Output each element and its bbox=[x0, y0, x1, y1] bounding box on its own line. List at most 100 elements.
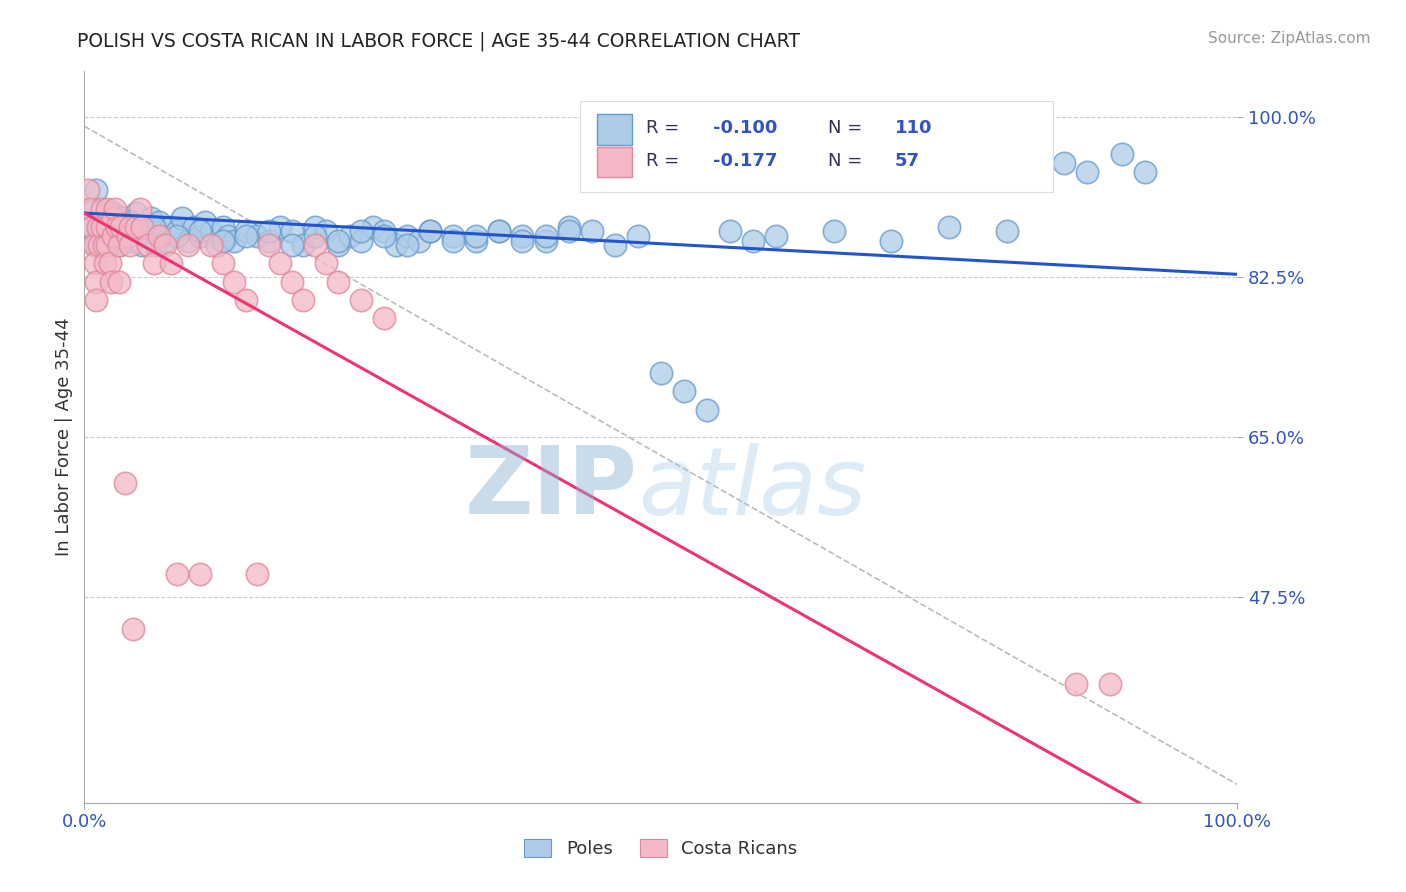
Point bbox=[93, 238, 115, 252]
Point bbox=[89, 238, 111, 252]
Point bbox=[120, 215, 142, 229]
Point bbox=[103, 206, 124, 220]
Point bbox=[235, 293, 257, 307]
Point bbox=[304, 238, 326, 252]
Bar bbox=[598, 146, 633, 178]
Point bbox=[84, 183, 107, 197]
Point bbox=[148, 228, 170, 243]
Point bbox=[373, 228, 395, 243]
FancyBboxPatch shape bbox=[581, 101, 1053, 192]
Point bbox=[211, 256, 233, 270]
Point bbox=[488, 224, 510, 238]
Point bbox=[142, 224, 165, 238]
Text: ZIP: ZIP bbox=[465, 442, 638, 534]
Point bbox=[326, 234, 349, 248]
Point bbox=[718, 224, 741, 238]
Point bbox=[627, 228, 650, 243]
Point bbox=[160, 219, 183, 234]
Text: atlas: atlas bbox=[638, 442, 866, 533]
Point bbox=[160, 256, 183, 270]
Point bbox=[200, 238, 222, 252]
Point bbox=[100, 275, 122, 289]
Point bbox=[581, 224, 603, 238]
Point bbox=[188, 224, 211, 238]
Point bbox=[408, 234, 430, 248]
Point bbox=[148, 215, 170, 229]
Point bbox=[326, 238, 349, 252]
Legend: Poles, Costa Ricans: Poles, Costa Ricans bbox=[515, 830, 807, 867]
Point bbox=[114, 475, 136, 490]
Point bbox=[172, 211, 194, 225]
Point bbox=[90, 211, 112, 225]
Point bbox=[1064, 677, 1087, 691]
Point bbox=[121, 622, 143, 636]
Point bbox=[1031, 146, 1053, 161]
Point bbox=[87, 219, 110, 234]
Point bbox=[117, 228, 139, 243]
Point bbox=[103, 228, 124, 243]
Point bbox=[114, 228, 136, 243]
Point bbox=[108, 238, 131, 252]
Point bbox=[441, 228, 464, 243]
Point bbox=[82, 219, 104, 234]
Point bbox=[823, 224, 845, 238]
Point bbox=[105, 219, 128, 234]
Point bbox=[765, 228, 787, 243]
Point bbox=[281, 275, 304, 289]
Point bbox=[373, 224, 395, 238]
Point bbox=[1076, 165, 1098, 179]
Point bbox=[603, 238, 626, 252]
Point bbox=[419, 224, 441, 238]
Point bbox=[373, 311, 395, 326]
Point bbox=[177, 234, 200, 248]
Point bbox=[145, 238, 167, 252]
Point bbox=[441, 234, 464, 248]
Point bbox=[557, 219, 579, 234]
Point bbox=[257, 238, 280, 252]
Point bbox=[110, 219, 132, 234]
Point bbox=[218, 228, 240, 243]
Point bbox=[136, 228, 159, 243]
Point bbox=[938, 219, 960, 234]
Point bbox=[120, 238, 142, 252]
Point bbox=[108, 275, 131, 289]
Point bbox=[419, 224, 441, 238]
Point bbox=[110, 224, 132, 238]
Text: POLISH VS COSTA RICAN IN LABOR FORCE | AGE 35-44 CORRELATION CHART: POLISH VS COSTA RICAN IN LABOR FORCE | A… bbox=[77, 31, 800, 51]
Point bbox=[96, 202, 118, 216]
Point bbox=[396, 228, 419, 243]
Text: N =: N = bbox=[828, 120, 868, 137]
Point bbox=[84, 238, 107, 252]
Point bbox=[131, 219, 153, 234]
Point bbox=[96, 224, 118, 238]
Point bbox=[246, 228, 269, 243]
Point bbox=[194, 215, 217, 229]
Point bbox=[120, 219, 142, 234]
Point bbox=[108, 219, 131, 234]
Point bbox=[350, 293, 373, 307]
Point bbox=[292, 293, 315, 307]
Text: Source: ZipAtlas.com: Source: ZipAtlas.com bbox=[1208, 31, 1371, 46]
Point bbox=[326, 275, 349, 289]
Point bbox=[90, 228, 112, 243]
Point bbox=[1111, 146, 1133, 161]
Point bbox=[104, 215, 127, 229]
Point bbox=[84, 275, 107, 289]
Point bbox=[304, 219, 326, 234]
Point bbox=[93, 215, 115, 229]
Point bbox=[696, 402, 718, 417]
Point bbox=[166, 228, 188, 243]
Point bbox=[136, 238, 159, 252]
Point bbox=[142, 219, 165, 234]
Point bbox=[104, 202, 127, 216]
Point bbox=[166, 224, 188, 238]
Text: -0.177: -0.177 bbox=[713, 153, 778, 170]
Bar bbox=[598, 114, 633, 145]
Point bbox=[177, 238, 200, 252]
Point bbox=[557, 224, 579, 238]
Point bbox=[304, 228, 326, 243]
Point bbox=[235, 224, 257, 238]
Point bbox=[1099, 677, 1122, 691]
Point bbox=[90, 202, 112, 216]
Point bbox=[224, 275, 246, 289]
